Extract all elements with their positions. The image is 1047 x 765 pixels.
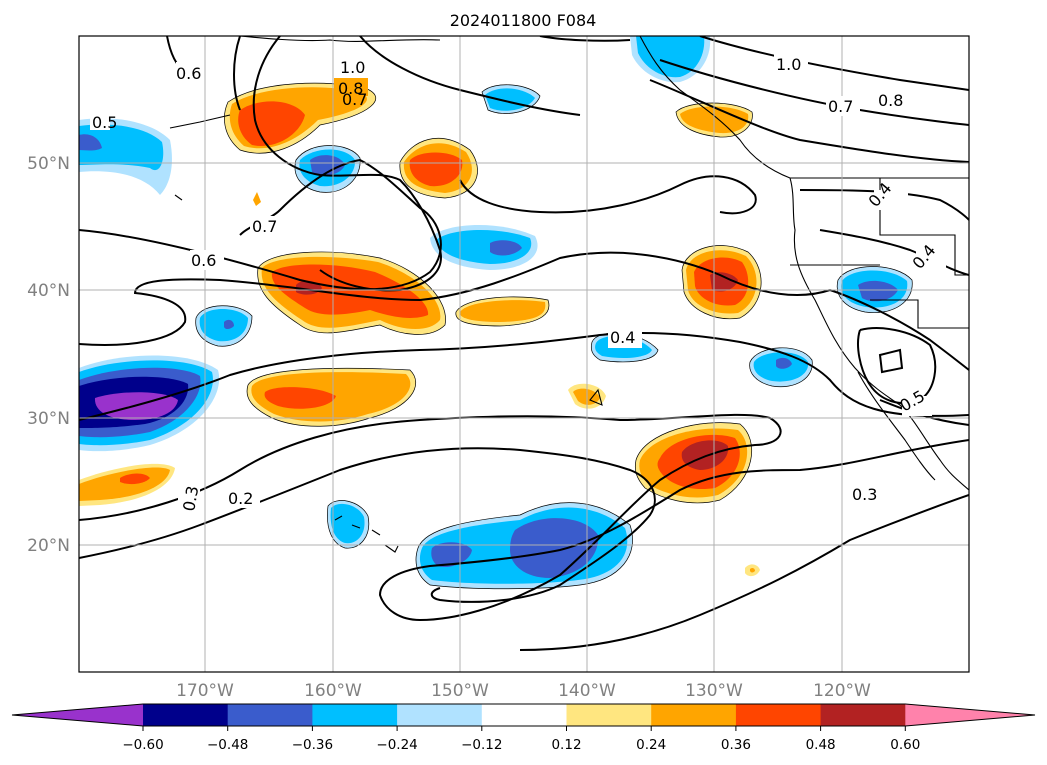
contour-label: 1.0 [776, 55, 801, 74]
negative-anomaly [858, 280, 898, 302]
negative-anomaly [510, 518, 599, 578]
colorbar-segment [143, 704, 229, 726]
negative-anomaly [330, 503, 365, 544]
contour-label: 0.6 [176, 64, 201, 83]
negative-anomaly [79, 134, 102, 151]
positive-anomaly [271, 264, 429, 318]
colorbar-segment [481, 704, 567, 726]
longitude-labels: 170°W 160°W 150°W 140°W 130°W 120°W [176, 681, 871, 701]
colorbar-segment [651, 704, 737, 726]
colorbar-segment [735, 704, 822, 726]
colorbar-segment [312, 704, 398, 726]
lon-label: 160°W [304, 681, 362, 701]
colorbar-tick-label: −0.48 [207, 737, 248, 753]
negative-anomaly [79, 124, 164, 171]
colorbar-segment [397, 704, 483, 726]
colorbar: −0.60 −0.48 −0.36 −0.24 −0.12 0.12 0.24 0.36 0.4… [11, 703, 1036, 753]
contour-label: 0.3 [852, 485, 877, 504]
positive-anomaly [681, 440, 729, 470]
lon-label: 140°W [558, 681, 616, 701]
latitude-labels: 50°N 40°N 30°N 20°N [27, 154, 70, 556]
lat-label: 40°N [27, 281, 70, 301]
map-frame [78, 35, 970, 673]
colorbar-segment [227, 704, 313, 726]
positive-anomaly [750, 567, 755, 573]
lat-label: 20°N [27, 536, 70, 556]
contour-label: 0.7 [828, 97, 853, 116]
colorbar-extend-max [905, 704, 1035, 726]
contour-label: 0.7 [252, 217, 277, 236]
negative-anomaly [776, 357, 792, 369]
positive-anomaly [409, 152, 463, 187]
positive-anomaly [253, 192, 261, 206]
positive-anomaly [120, 473, 150, 485]
lon-label: 130°W [685, 681, 743, 701]
negative-anomaly [310, 155, 345, 176]
colorbar-segment [820, 704, 906, 726]
contour-label: 0.7 [342, 90, 367, 109]
map-area: 0.6 1.0 0.8 0.7 0.5 0.7 0.6 0.4 0.3 0.2 [78, 35, 970, 673]
contour-label: 0.6 [191, 251, 216, 270]
lon-label: 120°W [813, 681, 871, 701]
colorbar-tick-label: 0.48 [806, 737, 836, 753]
contour-label: 0.2 [228, 489, 253, 508]
contour-label: 0.8 [338, 79, 363, 98]
negative-anomaly [431, 542, 472, 568]
negative-anomaly [224, 319, 234, 329]
negative-anomaly [636, 36, 705, 78]
colorbar-tick-label: 0.24 [636, 737, 666, 753]
contour-lines [79, 36, 969, 651]
positive-anomaly [459, 300, 546, 322]
colorbar-extend-min [12, 704, 143, 726]
colorbar-tick-label: 0.12 [551, 737, 581, 753]
positive-anomaly [264, 387, 336, 409]
colorbar-tick-label: −0.12 [461, 737, 502, 753]
map-title: 2024011800 F084 [450, 11, 597, 30]
negative-anomaly [490, 240, 522, 256]
lat-label: 30°N [27, 409, 70, 429]
lat-label: 50°N [27, 154, 70, 174]
colorbar-tick-label: 0.36 [721, 737, 751, 753]
colorbar-tick-label: −0.60 [122, 737, 163, 753]
contour-label: 0.5 [92, 113, 117, 132]
lon-label: 150°W [431, 681, 489, 701]
graticule [79, 36, 969, 672]
colorbar-segment [566, 704, 652, 726]
negative-anomaly [199, 309, 248, 342]
contour-label: 0.3 [179, 484, 202, 512]
contour-label: 0.4 [610, 328, 635, 347]
positive-anomaly [710, 272, 738, 292]
coastline [169, 36, 969, 553]
colorbar-tick-label: 0.60 [890, 737, 920, 753]
lon-label: 170°W [176, 681, 234, 701]
fill-outlines [195, 82, 913, 590]
colorbar-tick-label: −0.36 [292, 737, 333, 753]
contour-label: 0.8 [878, 91, 903, 110]
colorbar-tick-label: −0.24 [376, 737, 417, 753]
contour-label: 1.0 [340, 58, 365, 77]
